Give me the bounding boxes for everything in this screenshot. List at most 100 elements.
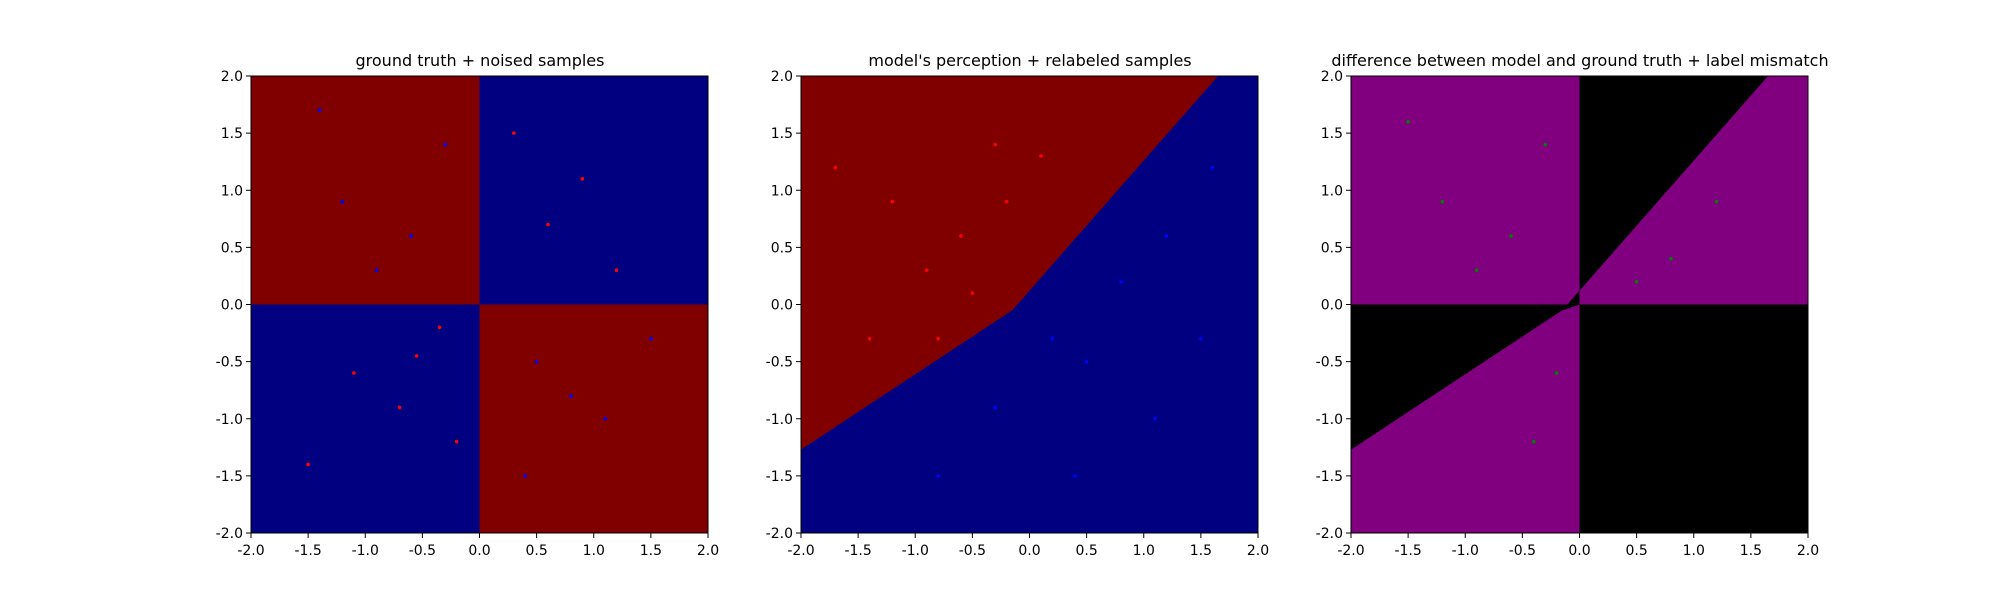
y-tick-label: 1.0 <box>771 183 793 199</box>
data-point <box>993 142 998 147</box>
data-point <box>993 405 998 410</box>
data-point <box>959 234 963 238</box>
x-tick-label: 1.5 <box>640 543 662 559</box>
data-point <box>603 416 607 421</box>
y-tick-label: -1.5 <box>1316 469 1343 485</box>
data-point <box>374 268 379 273</box>
y-tick-label: -0.5 <box>216 355 243 371</box>
x-tick-label: 0.0 <box>1568 543 1590 559</box>
data-point <box>1714 199 1719 204</box>
data-point <box>1164 234 1169 238</box>
plot-background <box>251 76 708 533</box>
data-point <box>1532 439 1536 444</box>
x-tick-label: -1.0 <box>352 543 379 559</box>
data-point <box>1440 199 1445 204</box>
panel-title: model's perception + relabeled samples <box>868 51 1191 70</box>
x-tick-label: -0.5 <box>959 543 986 559</box>
y-tick-label: 1.0 <box>221 183 243 199</box>
region-match-left <box>1351 304 1580 450</box>
data-point <box>936 336 940 341</box>
y-tick-label: 2.0 <box>771 69 793 85</box>
x-tick-label: 0.5 <box>525 543 547 559</box>
region-top-left <box>251 76 480 305</box>
data-point <box>1119 279 1123 284</box>
data-point <box>443 142 448 147</box>
data-point <box>414 354 419 358</box>
x-tick-label: 2.0 <box>1247 543 1269 559</box>
panel-difference: difference between model and ground trut… <box>1316 51 1829 559</box>
x-tick-label: 0.5 <box>1075 543 1097 559</box>
y-tick-label: 1.5 <box>771 126 793 142</box>
y-tick-label: -1.5 <box>216 469 243 485</box>
data-point <box>936 474 940 478</box>
panel-title: ground truth + noised samples <box>356 51 605 70</box>
y-tick-label: 2.0 <box>221 69 243 85</box>
data-point <box>523 474 527 478</box>
region-above-boundary <box>801 76 1219 450</box>
panel-ground-truth: ground truth + noised samples -2.0 -1.5 -1… <box>216 51 719 559</box>
data-point <box>833 165 838 170</box>
data-point <box>1004 199 1009 204</box>
y-tick-label: -1.0 <box>1316 412 1343 428</box>
x-tick-label: -2.0 <box>1337 543 1364 559</box>
data-point <box>970 291 975 295</box>
data-point <box>546 222 550 227</box>
y-tick-label: -1.0 <box>216 412 243 428</box>
x-tick-label: -1.0 <box>902 543 929 559</box>
data-point <box>614 268 619 273</box>
data-point <box>409 234 413 238</box>
series-1 <box>936 165 1215 478</box>
x-tick-label: 0.0 <box>1018 543 1040 559</box>
x-tick-label: -1.0 <box>1452 543 1479 559</box>
y-tick-label: 0.0 <box>221 298 243 314</box>
x-tick-label: 0.0 <box>468 543 490 559</box>
data-point <box>1084 359 1089 364</box>
plot-background <box>801 76 1258 533</box>
x-tick-label: -0.5 <box>409 543 436 559</box>
region-match-upper <box>1562 76 1769 311</box>
x-tick-label: 0.5 <box>1625 543 1647 559</box>
y-tick-label: -1.0 <box>766 412 793 428</box>
data-point <box>1509 234 1513 238</box>
y-tick-label: 1.0 <box>1321 183 1343 199</box>
y-tick-label: 0.5 <box>771 240 793 256</box>
data-point <box>890 199 895 204</box>
x-tick-label: -2.0 <box>787 543 814 559</box>
y-tick-label: 1.5 <box>1321 126 1343 142</box>
x-tick-label: -1.5 <box>1394 543 1421 559</box>
data-point <box>352 371 356 375</box>
data-point <box>1050 336 1055 341</box>
axis-ticks: -2.0 -1.5 -1.0 -0.5 0.0 0.5 1.0 1.5 2.0 -2.0 -1.5 -… <box>766 69 1269 559</box>
y-tick-label: 2.0 <box>1321 69 1343 85</box>
data-point <box>437 325 442 330</box>
data-point <box>1543 142 1548 147</box>
x-tick-label: 1.0 <box>583 543 605 559</box>
x-tick-label: 2.0 <box>697 543 719 559</box>
data-point <box>867 336 872 341</box>
x-tick-label: -0.5 <box>1509 543 1536 559</box>
x-tick-label: 2.0 <box>1797 543 1819 559</box>
data-point <box>1210 165 1215 170</box>
data-point <box>511 131 516 135</box>
panel-model-perception: model's perception + relabeled samples -… <box>766 51 1269 559</box>
y-tick-label: 0.0 <box>1321 298 1343 314</box>
region-bottom-left <box>251 304 480 533</box>
data-point <box>649 336 653 341</box>
series-0 <box>306 131 619 467</box>
y-tick-label: -0.5 <box>766 355 793 371</box>
data-point <box>306 462 310 467</box>
series-0 <box>1406 119 1719 444</box>
y-tick-label: 0.5 <box>1321 240 1343 256</box>
data-point <box>340 199 345 204</box>
y-tick-label: -1.5 <box>766 469 793 485</box>
x-tick-label: 1.0 <box>1683 543 1705 559</box>
y-tick-label: -2.0 <box>1316 526 1343 542</box>
axis-ticks: -2.0 -1.5 -1.0 -0.5 0.0 0.5 1.0 1.5 2.0 -2.0 -1.5 -… <box>1316 69 1819 559</box>
data-point <box>580 177 585 181</box>
data-point <box>1669 257 1673 261</box>
series-1 <box>317 108 653 478</box>
region-bottom-right <box>479 304 708 533</box>
data-point <box>1039 154 1043 158</box>
x-tick-label: 1.5 <box>1740 543 1762 559</box>
